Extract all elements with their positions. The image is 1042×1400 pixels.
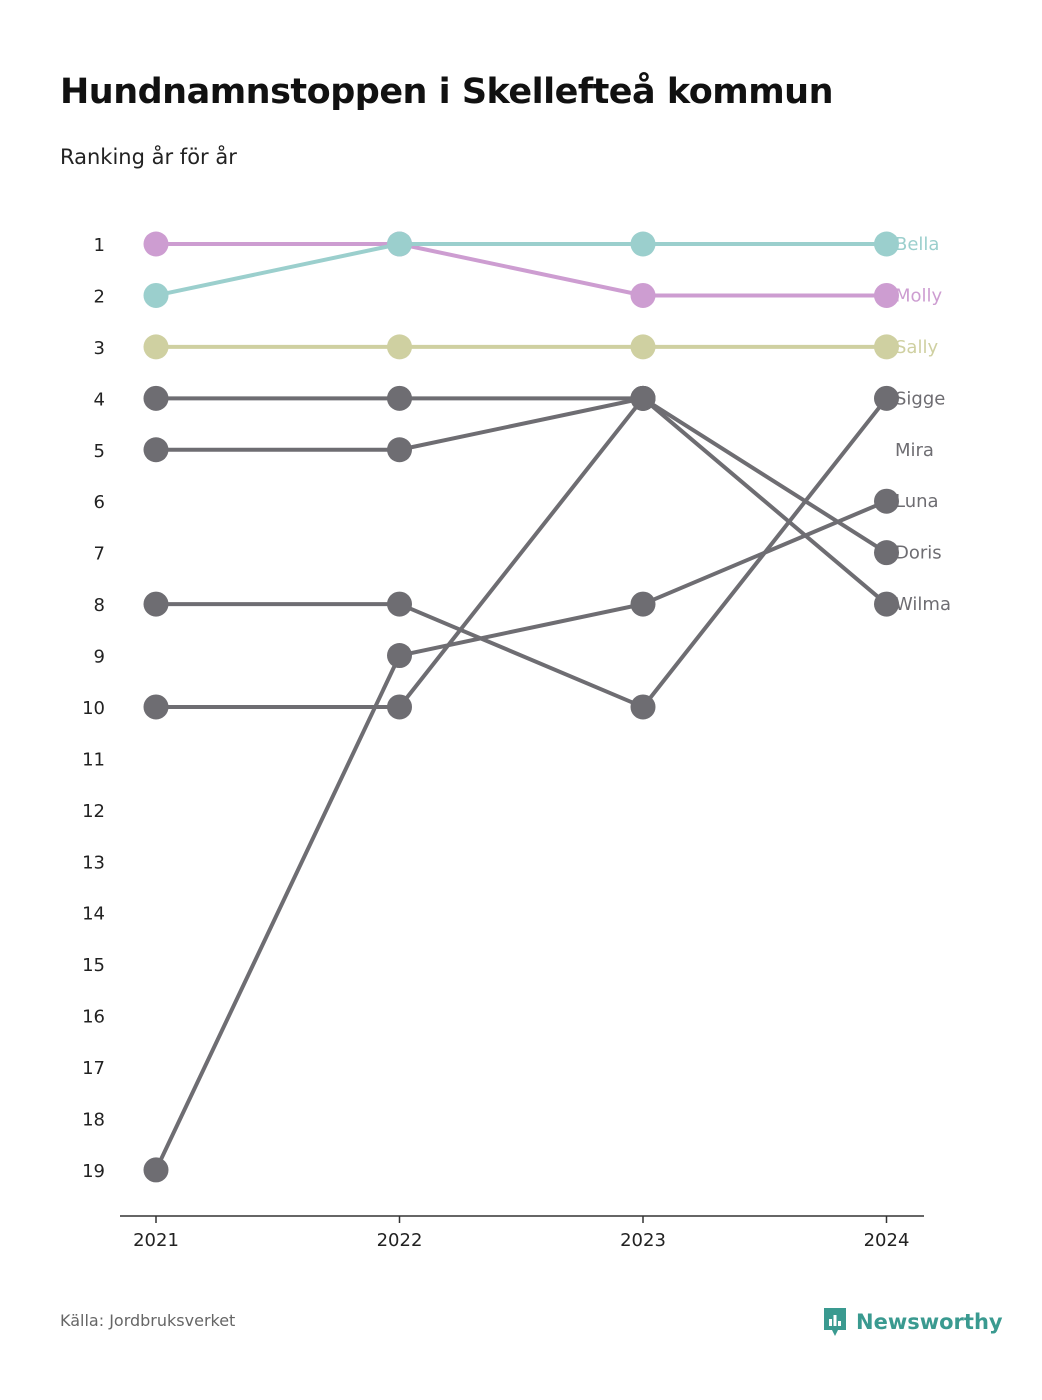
- series-line-molly: [154, 242, 889, 298]
- data-point-bella[interactable]: [143, 282, 169, 308]
- y-tick-label: 10: [82, 698, 105, 719]
- series-label-bella: Bella: [895, 234, 939, 255]
- series-label-doris: Doris: [895, 543, 942, 564]
- y-tick-label: 2: [94, 286, 105, 307]
- series-label-luna: Luna: [895, 491, 939, 512]
- y-tick-label: 16: [82, 1007, 105, 1028]
- y-tick-label: 1: [94, 235, 105, 256]
- y-tick-label: 19: [82, 1161, 105, 1182]
- x-tick-label: 2021: [133, 1230, 179, 1251]
- data-point-sally[interactable]: [630, 334, 656, 360]
- data-point-bella[interactable]: [874, 231, 899, 257]
- source-note: Källa: Jordbruksverket: [60, 1311, 236, 1330]
- data-point-luna[interactable]: [387, 643, 412, 669]
- data-point-bella[interactable]: [630, 231, 656, 257]
- data-point-doris[interactable]: [630, 694, 656, 720]
- data-point-molly[interactable]: [630, 282, 656, 308]
- y-tick-label: 17: [82, 1058, 105, 1079]
- data-point-luna[interactable]: [143, 1157, 169, 1183]
- y-tick-label: 14: [82, 904, 105, 925]
- y-tick-label: 5: [94, 441, 105, 462]
- x-tick-label: 2022: [377, 1230, 423, 1251]
- data-point-wilma[interactable]: [143, 694, 169, 720]
- y-tick-label: 11: [82, 749, 105, 770]
- data-point-sigge[interactable]: [874, 591, 899, 617]
- series-label-sally: Sally: [895, 337, 938, 358]
- data-point-doris[interactable]: [143, 591, 169, 617]
- y-tick-label: 18: [82, 1109, 105, 1130]
- data-point-sigge[interactable]: [143, 385, 169, 411]
- data-point-mira[interactable]: [143, 437, 169, 463]
- brand-logo[interactable]: Newsworthy: [822, 1306, 1003, 1338]
- data-point-sally[interactable]: [874, 334, 899, 360]
- data-point-mira[interactable]: [387, 437, 412, 463]
- series-line-wilma: [154, 396, 889, 709]
- data-point-sigge[interactable]: [387, 385, 412, 411]
- series-label-mira: Mira: [895, 440, 934, 461]
- chart-subtitle: Ranking år för år: [60, 145, 237, 169]
- chart-title: Hundnamnstoppen i Skellefteå kommun: [60, 72, 834, 112]
- y-tick-label: 3: [94, 338, 105, 359]
- series-line-sigge: [154, 396, 889, 607]
- series-line-doris: [154, 396, 889, 709]
- data-point-sally[interactable]: [143, 334, 169, 360]
- data-point-molly[interactable]: [143, 231, 169, 257]
- data-point-bella[interactable]: [387, 231, 412, 257]
- series-label-wilma: Wilma: [895, 594, 951, 615]
- series-line-bella: [154, 242, 889, 298]
- data-point-sigge[interactable]: [630, 385, 656, 411]
- brand-name: Newsworthy: [856, 1310, 1003, 1334]
- data-point-doris[interactable]: [874, 385, 899, 411]
- newsworthy-logo-icon: [824, 1308, 846, 1336]
- data-point-wilma[interactable]: [874, 540, 899, 566]
- y-tick-label: 15: [82, 955, 105, 976]
- y-tick-label: 12: [82, 801, 105, 822]
- y-tick-label: 8: [94, 595, 105, 616]
- y-tick-label: 4: [94, 389, 105, 410]
- data-point-luna[interactable]: [630, 591, 656, 617]
- data-point-luna[interactable]: [874, 488, 899, 514]
- data-point-doris[interactable]: [387, 591, 412, 617]
- data-point-sally[interactable]: [387, 334, 412, 360]
- series-line-luna: [154, 499, 889, 1172]
- y-tick-label: 6: [94, 492, 105, 513]
- x-tick-label: 2024: [864, 1230, 910, 1251]
- y-tick-label: 13: [82, 852, 105, 873]
- x-tick-label: 2023: [620, 1230, 666, 1251]
- series-label-sigge: Sigge: [895, 388, 945, 409]
- y-tick-label: 7: [94, 544, 105, 565]
- y-tick-label: 9: [94, 647, 105, 668]
- data-point-wilma[interactable]: [387, 694, 412, 720]
- series-label-molly: Molly: [895, 285, 943, 306]
- data-point-molly[interactable]: [874, 282, 899, 308]
